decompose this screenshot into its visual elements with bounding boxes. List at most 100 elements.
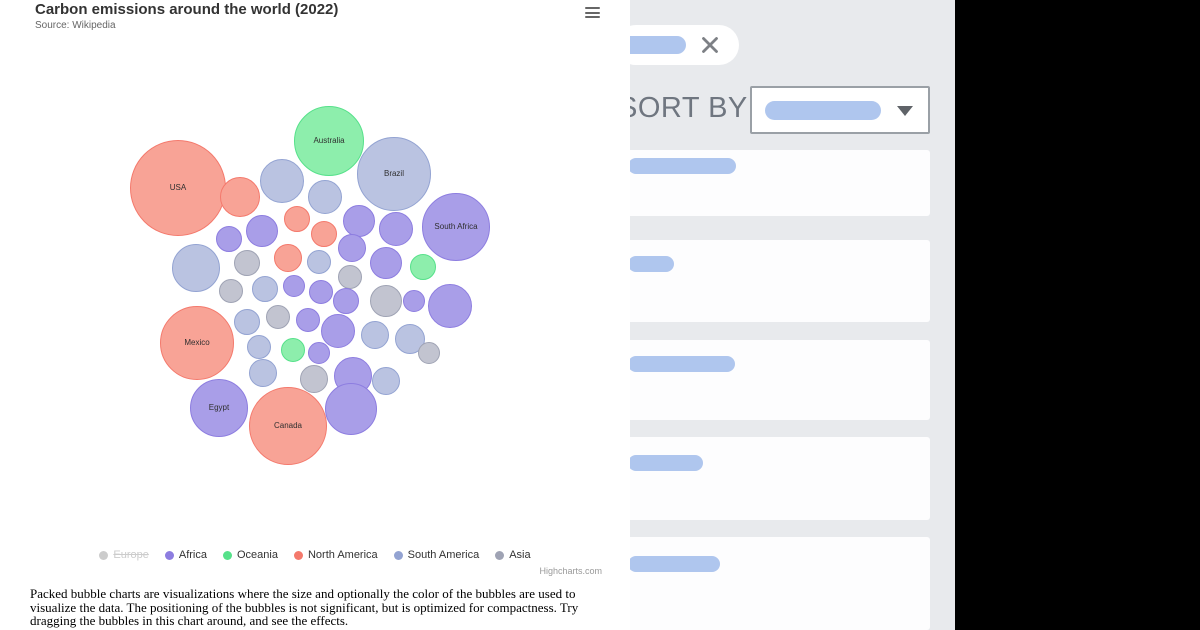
- bubble-africa[interactable]: [428, 284, 472, 328]
- legend-label: South America: [407, 549, 480, 561]
- bubble-south-america[interactable]: [172, 244, 220, 292]
- bubble-label: Canada: [273, 421, 303, 430]
- bubble-label: USA: [169, 183, 187, 192]
- skeleton-text-bar: [630, 455, 703, 471]
- legend-item-north-america[interactable]: North America: [293, 549, 378, 561]
- bubble-south-america[interactable]: [249, 359, 277, 387]
- bubble-south-america[interactable]: [372, 367, 400, 395]
- bubble-oceania[interactable]: [281, 338, 305, 362]
- results-panel: SORT BY: [630, 0, 955, 630]
- bubble-north-america[interactable]: [311, 221, 337, 247]
- legend-label: Asia: [509, 549, 531, 561]
- bubble-africa[interactable]: [325, 383, 377, 435]
- skeleton-card[interactable]: [630, 150, 930, 216]
- legend-item-asia[interactable]: Asia: [495, 549, 531, 561]
- bubble-south-america[interactable]: [234, 309, 260, 335]
- bubble-field: USA Australia Brazil South Africa Mexico Egyp…: [0, 0, 630, 545]
- legend-item-africa[interactable]: Africa: [164, 549, 207, 561]
- legend-label: Africa: [178, 549, 207, 561]
- bubble-asia[interactable]: [418, 342, 440, 364]
- chip-placeholder-bar: [630, 36, 686, 54]
- bubble-asia[interactable]: [219, 279, 243, 303]
- chart-subtitle: Source: Wikipedia: [35, 20, 116, 31]
- bubble-asia[interactable]: [300, 365, 328, 393]
- legend-label: Europe: [113, 549, 149, 561]
- bubble-africa[interactable]: [309, 280, 333, 304]
- bubble-south-africa[interactable]: South Africa: [422, 193, 490, 261]
- legend-marker-icon: [222, 550, 232, 560]
- legend-item-south-america[interactable]: South America: [393, 549, 480, 561]
- close-icon[interactable]: [698, 33, 722, 57]
- bubble-label: Brazil: [383, 169, 404, 178]
- bubble-asia[interactable]: [266, 305, 290, 329]
- bubble-north-america[interactable]: [284, 206, 310, 232]
- bubble-brazil[interactable]: Brazil: [357, 137, 431, 211]
- bubble-africa[interactable]: [343, 205, 375, 237]
- sort-dropdown[interactable]: [750, 86, 930, 134]
- bubble-south-america[interactable]: [308, 180, 342, 214]
- hamburger-menu-icon[interactable]: [585, 7, 600, 18]
- bubble-egypt[interactable]: Egypt: [190, 379, 248, 437]
- bubble-africa[interactable]: [246, 215, 278, 247]
- skeleton-text-bar: [630, 158, 736, 174]
- chart-legend: Europe Africa Oceania North America South Am…: [0, 549, 630, 561]
- bubble-south-america[interactable]: [307, 250, 331, 274]
- legend-marker-icon: [393, 550, 403, 560]
- bubble-asia[interactable]: [338, 265, 362, 289]
- bubble-north-america[interactable]: [220, 177, 260, 217]
- bubble-africa[interactable]: [296, 308, 320, 332]
- bubble-north-america[interactable]: [274, 244, 302, 272]
- legend-marker-icon: [99, 550, 109, 560]
- hamburger-bar: [585, 7, 600, 9]
- bubble-usa[interactable]: USA: [130, 140, 226, 236]
- bubble-africa[interactable]: [338, 234, 366, 262]
- highcharts-credits[interactable]: Highcharts.com: [539, 566, 602, 576]
- bubble-asia[interactable]: [234, 250, 260, 276]
- legend-marker-icon: [164, 550, 174, 560]
- legend-label: North America: [307, 549, 378, 561]
- bubble-south-america[interactable]: [361, 321, 389, 349]
- bubble-asia[interactable]: [370, 285, 402, 317]
- bubble-australia[interactable]: Australia: [294, 106, 364, 176]
- skeleton-card[interactable]: [630, 240, 930, 322]
- skeleton-card[interactable]: [630, 340, 930, 420]
- bubble-africa[interactable]: [308, 342, 330, 364]
- bubble-canada[interactable]: Canada: [249, 387, 327, 465]
- black-region: [955, 0, 1200, 630]
- legend-marker-icon: [293, 550, 303, 560]
- legend-item-europe[interactable]: Europe: [99, 549, 149, 561]
- bubble-africa[interactable]: [403, 290, 425, 312]
- dropdown-placeholder-bar: [765, 101, 881, 120]
- highcharts-container: Carbon emissions around the world (2022)…: [0, 0, 630, 629]
- skeleton-card[interactable]: [630, 537, 930, 630]
- legend-marker-icon: [495, 550, 505, 560]
- skeleton-text-bar: [630, 556, 720, 572]
- bubble-label: Australia: [313, 136, 345, 145]
- bubble-africa[interactable]: [283, 275, 305, 297]
- legend-item-oceania[interactable]: Oceania: [222, 549, 278, 561]
- bubble-africa[interactable]: [333, 288, 359, 314]
- bubble-label: Mexico: [184, 338, 210, 347]
- chart-title: Carbon emissions around the world (2022): [35, 1, 339, 18]
- chevron-down-icon: [897, 106, 913, 116]
- bubble-south-america[interactable]: [247, 335, 271, 359]
- bubble-africa[interactable]: [321, 314, 355, 348]
- bubble-oceania[interactable]: [410, 254, 436, 280]
- sort-by-label: SORT BY: [630, 92, 748, 124]
- bubble-label: Egypt: [208, 403, 230, 412]
- skeleton-text-bar: [630, 356, 735, 372]
- filter-chip[interactable]: [630, 25, 739, 65]
- bubble-south-america[interactable]: [252, 276, 278, 302]
- chart-description: Packed bubble charts are visualizations …: [30, 586, 579, 629]
- bubble-africa[interactable]: [216, 226, 242, 252]
- legend-label: Oceania: [236, 549, 278, 561]
- bubble-mexico[interactable]: Mexico: [160, 306, 234, 380]
- skeleton-text-bar: [630, 256, 674, 272]
- bubble-label: South Africa: [434, 222, 478, 231]
- bubble-south-america[interactable]: [260, 159, 304, 203]
- bubble-africa[interactable]: [379, 212, 413, 246]
- hamburger-bar: [585, 11, 600, 14]
- hamburger-bar: [585, 16, 600, 18]
- bubble-africa[interactable]: [370, 247, 402, 279]
- skeleton-card[interactable]: [630, 437, 930, 520]
